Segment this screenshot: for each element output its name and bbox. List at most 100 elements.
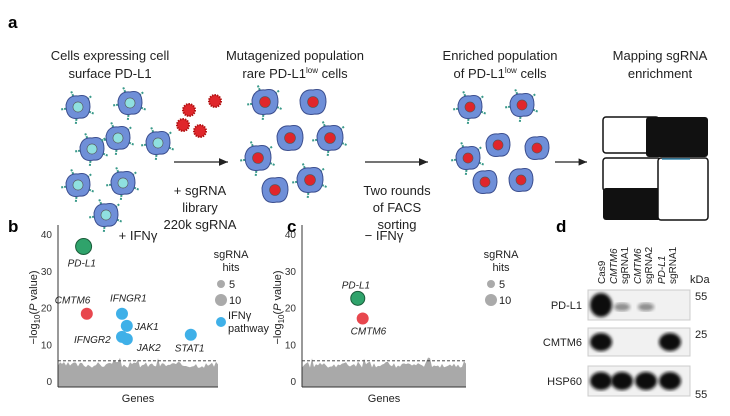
legend-size-10-label: 10 <box>499 295 511 307</box>
point-cmtm6 <box>356 312 369 325</box>
legend-title-1: sgRNA <box>484 249 520 261</box>
lane-label: sgRNA1 <box>620 246 631 284</box>
panel-label-c: c <box>287 217 296 236</box>
virus-icon <box>182 103 196 117</box>
lane-label: PD-L1 <box>657 256 668 284</box>
point-pd-l1 <box>350 290 366 306</box>
cell-icon <box>74 132 109 167</box>
protein-band <box>590 372 612 390</box>
gene-label-pd-l1: PD-L1 <box>68 258 96 269</box>
y-tick-label: 0 <box>46 377 52 388</box>
step4-title-line1: Mapping sgRNA <box>613 48 708 63</box>
panel-a: a Cells expressing cell surface PD-L1 Mu… <box>8 13 709 233</box>
y-tick-label: 10 <box>285 340 297 351</box>
gene-label-pd-l1: PD-L1 <box>342 280 370 291</box>
cell-icon <box>239 140 276 177</box>
legend-size-10 <box>485 294 497 306</box>
cell-illustrations <box>60 84 550 233</box>
gene-label-cmtm6: CMTM6 <box>351 327 387 338</box>
gene-label-ifngr2: IFNGR2 <box>74 335 111 346</box>
legend-pathway-label-1: IFNγ <box>228 310 252 322</box>
arrow2-text-1: Two rounds <box>363 183 431 198</box>
background-gene-scores <box>302 357 466 387</box>
gene-label-ifngr1: IFNGR1 <box>110 294 147 305</box>
cell-icon <box>472 170 498 194</box>
cell-icon <box>88 198 123 233</box>
cell-icon <box>311 120 348 157</box>
point-ifngr1 <box>116 307 128 320</box>
step1-title-line2: surface PD-L1 <box>68 66 151 81</box>
cell-icon <box>299 89 327 115</box>
background-gene-scores <box>58 357 218 387</box>
y-tick-label: 20 <box>41 304 53 315</box>
cell-icon <box>100 121 135 156</box>
cell-icon <box>60 90 95 125</box>
gene-label-stat1: STAT1 <box>175 344 205 355</box>
lane-label: CMTM6 <box>633 248 644 284</box>
y-tick-label: 0 <box>290 377 296 388</box>
molecular-weight-marker: 25 <box>695 329 707 341</box>
protein-band <box>590 293 612 317</box>
virus-icon <box>176 118 190 132</box>
arrow1-text-1: + sgRNA <box>174 183 227 198</box>
point-jak2 <box>120 333 133 346</box>
panel-label-a: a <box>8 13 18 32</box>
legend-size-10-label: 10 <box>229 295 241 307</box>
protein-band <box>659 333 681 351</box>
legend-size-5-label: 5 <box>229 279 235 291</box>
point-jak1 <box>120 319 133 332</box>
protein-band <box>635 372 657 390</box>
arrow1-text-3: 220k sgRNA <box>164 217 237 232</box>
blot-label-hsp60: HSP60 <box>547 376 582 388</box>
gene-label-jak2: JAK2 <box>136 343 161 354</box>
protein-band <box>659 372 681 390</box>
lane-label: Cas9 <box>597 260 608 284</box>
legend-title-2: hits <box>492 262 510 274</box>
y-axis-label: −log10(P value) <box>28 270 42 344</box>
virus-icon <box>208 94 222 108</box>
x-axis-label: Genes <box>122 393 155 405</box>
protein-band <box>611 372 633 390</box>
panel-c-chart: c 0 10 20 30 40 Genes −log10(P value) − IFNγ PD-L… <box>272 217 519 405</box>
sgrna-enrichment-diagram <box>602 116 709 221</box>
legend-size-5 <box>217 280 225 288</box>
y-axis-label: −log10(P value) <box>272 270 286 344</box>
y-tick-label: 20 <box>285 304 297 315</box>
point-stat1 <box>184 328 197 341</box>
lane-label: sgRNA1 <box>668 246 679 284</box>
blot-label-pd-l1: PD-L1 <box>551 300 582 312</box>
cell-icon <box>105 166 140 201</box>
cell-icon <box>140 126 175 161</box>
y-tick-label: 30 <box>285 267 297 278</box>
arrow2-text-2: of FACS <box>373 200 422 215</box>
kda-label: kDa <box>690 274 710 286</box>
gene-label-cmtm6: CMTM6 <box>55 296 91 307</box>
legend-size-5 <box>487 280 495 288</box>
chart-title: − IFNγ <box>365 228 404 243</box>
panel-label-b: b <box>8 217 18 236</box>
cell-icon <box>504 88 539 123</box>
y-tick-label: 40 <box>41 230 53 241</box>
step4-title-line2: enrichment <box>628 66 693 81</box>
gene-label-jak1: JAK1 <box>134 322 159 333</box>
cell-icon <box>485 133 511 157</box>
legend-pathway-label-2: pathway <box>228 323 269 335</box>
cell-icon <box>452 90 487 125</box>
panel-d-western-blot: d kDa Cas9 CMTM6 sgRNA1 CMTM6 sgRNA2 PD-L1 sgR… <box>543 217 711 401</box>
x-axis-label: Genes <box>368 393 401 405</box>
point-pd-l1 <box>75 237 93 255</box>
cell-icon <box>524 136 550 160</box>
y-tick-label: 10 <box>41 340 53 351</box>
cell-icon <box>276 125 304 151</box>
step1-title-line1: Cells expressing cell <box>51 48 170 63</box>
y-tick-label: 30 <box>41 267 53 278</box>
legend-size-10 <box>215 294 227 306</box>
protein-band <box>590 333 612 351</box>
cell-icon <box>261 177 289 203</box>
point-cmtm6 <box>80 307 93 320</box>
cell-icon <box>291 162 328 199</box>
step2-title-line2: rare PD-L1low cells <box>242 66 348 81</box>
y-tick-label: 40 <box>285 230 297 241</box>
blot-label-cmtm6: CMTM6 <box>543 337 582 349</box>
